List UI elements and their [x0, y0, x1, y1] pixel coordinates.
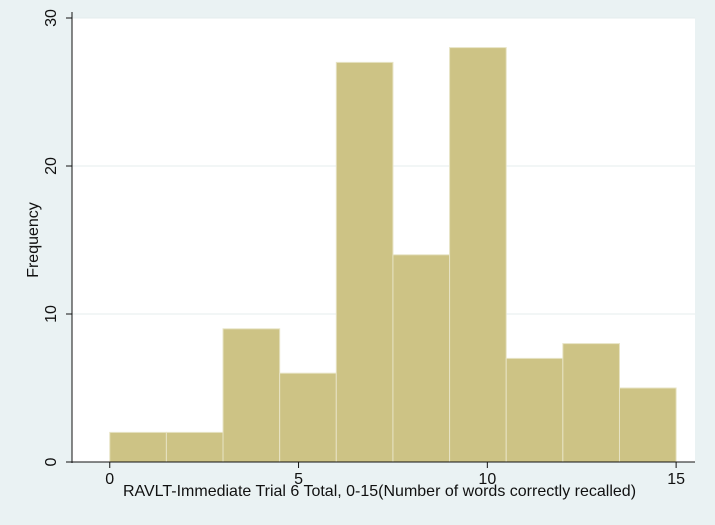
bar-8 — [562, 343, 620, 463]
tick-labels: 0 10 20 30 0 5 10 15 — [43, 9, 685, 488]
y-axis-label: Frequency — [25, 202, 42, 278]
x-tick-label-5: 5 — [294, 471, 303, 488]
bar-9 — [618, 387, 677, 463]
bar-4 — [335, 61, 394, 463]
bar-6 — [449, 47, 507, 463]
y-tick-label-10: 10 — [43, 305, 60, 323]
bar-3 — [279, 372, 337, 463]
bar-2 — [222, 328, 281, 463]
y-tick-label-20: 20 — [43, 157, 60, 175]
bar-0 — [109, 431, 167, 463]
x-tick-label-0: 0 — [105, 471, 114, 488]
bar-7 — [505, 357, 564, 463]
x-axis-label: RAVLT-Immediate Trial 6 Total, 0-15(Numb… — [123, 483, 636, 500]
x-tick-label-10: 10 — [478, 471, 496, 488]
x-tick-label-15: 15 — [667, 471, 685, 488]
bar-1 — [165, 431, 224, 463]
axes — [66, 12, 695, 468]
bars — [109, 47, 677, 463]
y-tick-label-0: 0 — [43, 457, 60, 466]
bar-5 — [392, 254, 451, 463]
y-tick-label-30: 30 — [43, 9, 60, 27]
